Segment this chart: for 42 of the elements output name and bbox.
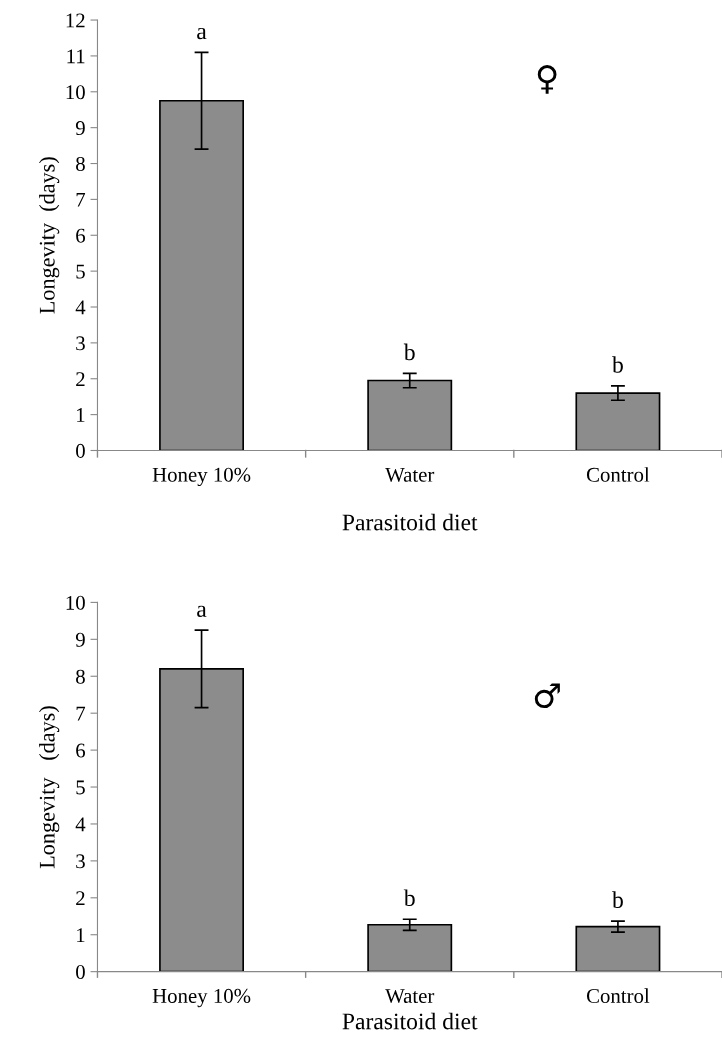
x-tick-label: Honey 10% <box>152 467 251 487</box>
y-tick-label: 3 <box>76 336 85 351</box>
y-tick-label: 2 <box>76 891 85 906</box>
y-tick-label: 4 <box>75 817 86 832</box>
x-tick-label: Water <box>385 467 435 482</box>
y-tick-label: 7 <box>76 706 86 721</box>
y-tick-label: 6 <box>76 228 86 243</box>
y-tick-label: 1 <box>77 928 85 942</box>
x-tick-label: Water <box>385 989 435 1004</box>
annotation: b <box>403 889 415 907</box>
y-tick-label: 2 <box>76 372 85 386</box>
y-tick-label: 0 <box>76 965 85 980</box>
y-tick-label: 6 <box>76 743 86 758</box>
y-tick-label: 7 <box>76 192 86 207</box>
y-tick-label: 0 <box>76 443 85 458</box>
annotation: b <box>403 343 415 361</box>
y-tick-label: 10 <box>66 85 85 100</box>
y-tick-label: 9 <box>75 632 85 647</box>
annotation: ♀ <box>537 65 557 94</box>
y-tick-label: 8 <box>76 669 85 684</box>
y-tick-label: 12 <box>66 13 85 28</box>
y-tick-label: 9 <box>75 121 85 136</box>
x-axis-title: Parasitoid diet <box>342 513 478 531</box>
annotation: a <box>197 27 207 40</box>
y-axis-title: Longevity (days) <box>39 706 60 869</box>
annotation: b <box>612 891 623 908</box>
x-tick-label: Control <box>586 988 650 1003</box>
x-axis-title: Parasitoid diet <box>342 1012 478 1030</box>
y-tick-label: 3 <box>76 854 85 869</box>
y-tick-label: 5 <box>76 780 85 795</box>
annotation: ♂ <box>534 683 560 709</box>
x-tick-label: Honey 10% <box>152 988 251 1008</box>
x-tick-label: Control <box>586 467 650 482</box>
annotation: b <box>612 356 623 373</box>
y-tick-label: 10 <box>66 595 85 610</box>
y-tick-label: 8 <box>76 156 85 171</box>
y-axis-title: Longevity (days) <box>39 157 60 314</box>
y-tick-label: 1 <box>77 408 85 422</box>
annotation: a <box>197 605 207 617</box>
y-tick-label: 11 <box>67 49 85 64</box>
y-tick-label: 4 <box>75 300 86 315</box>
y-tick-label: 5 <box>76 264 85 279</box>
